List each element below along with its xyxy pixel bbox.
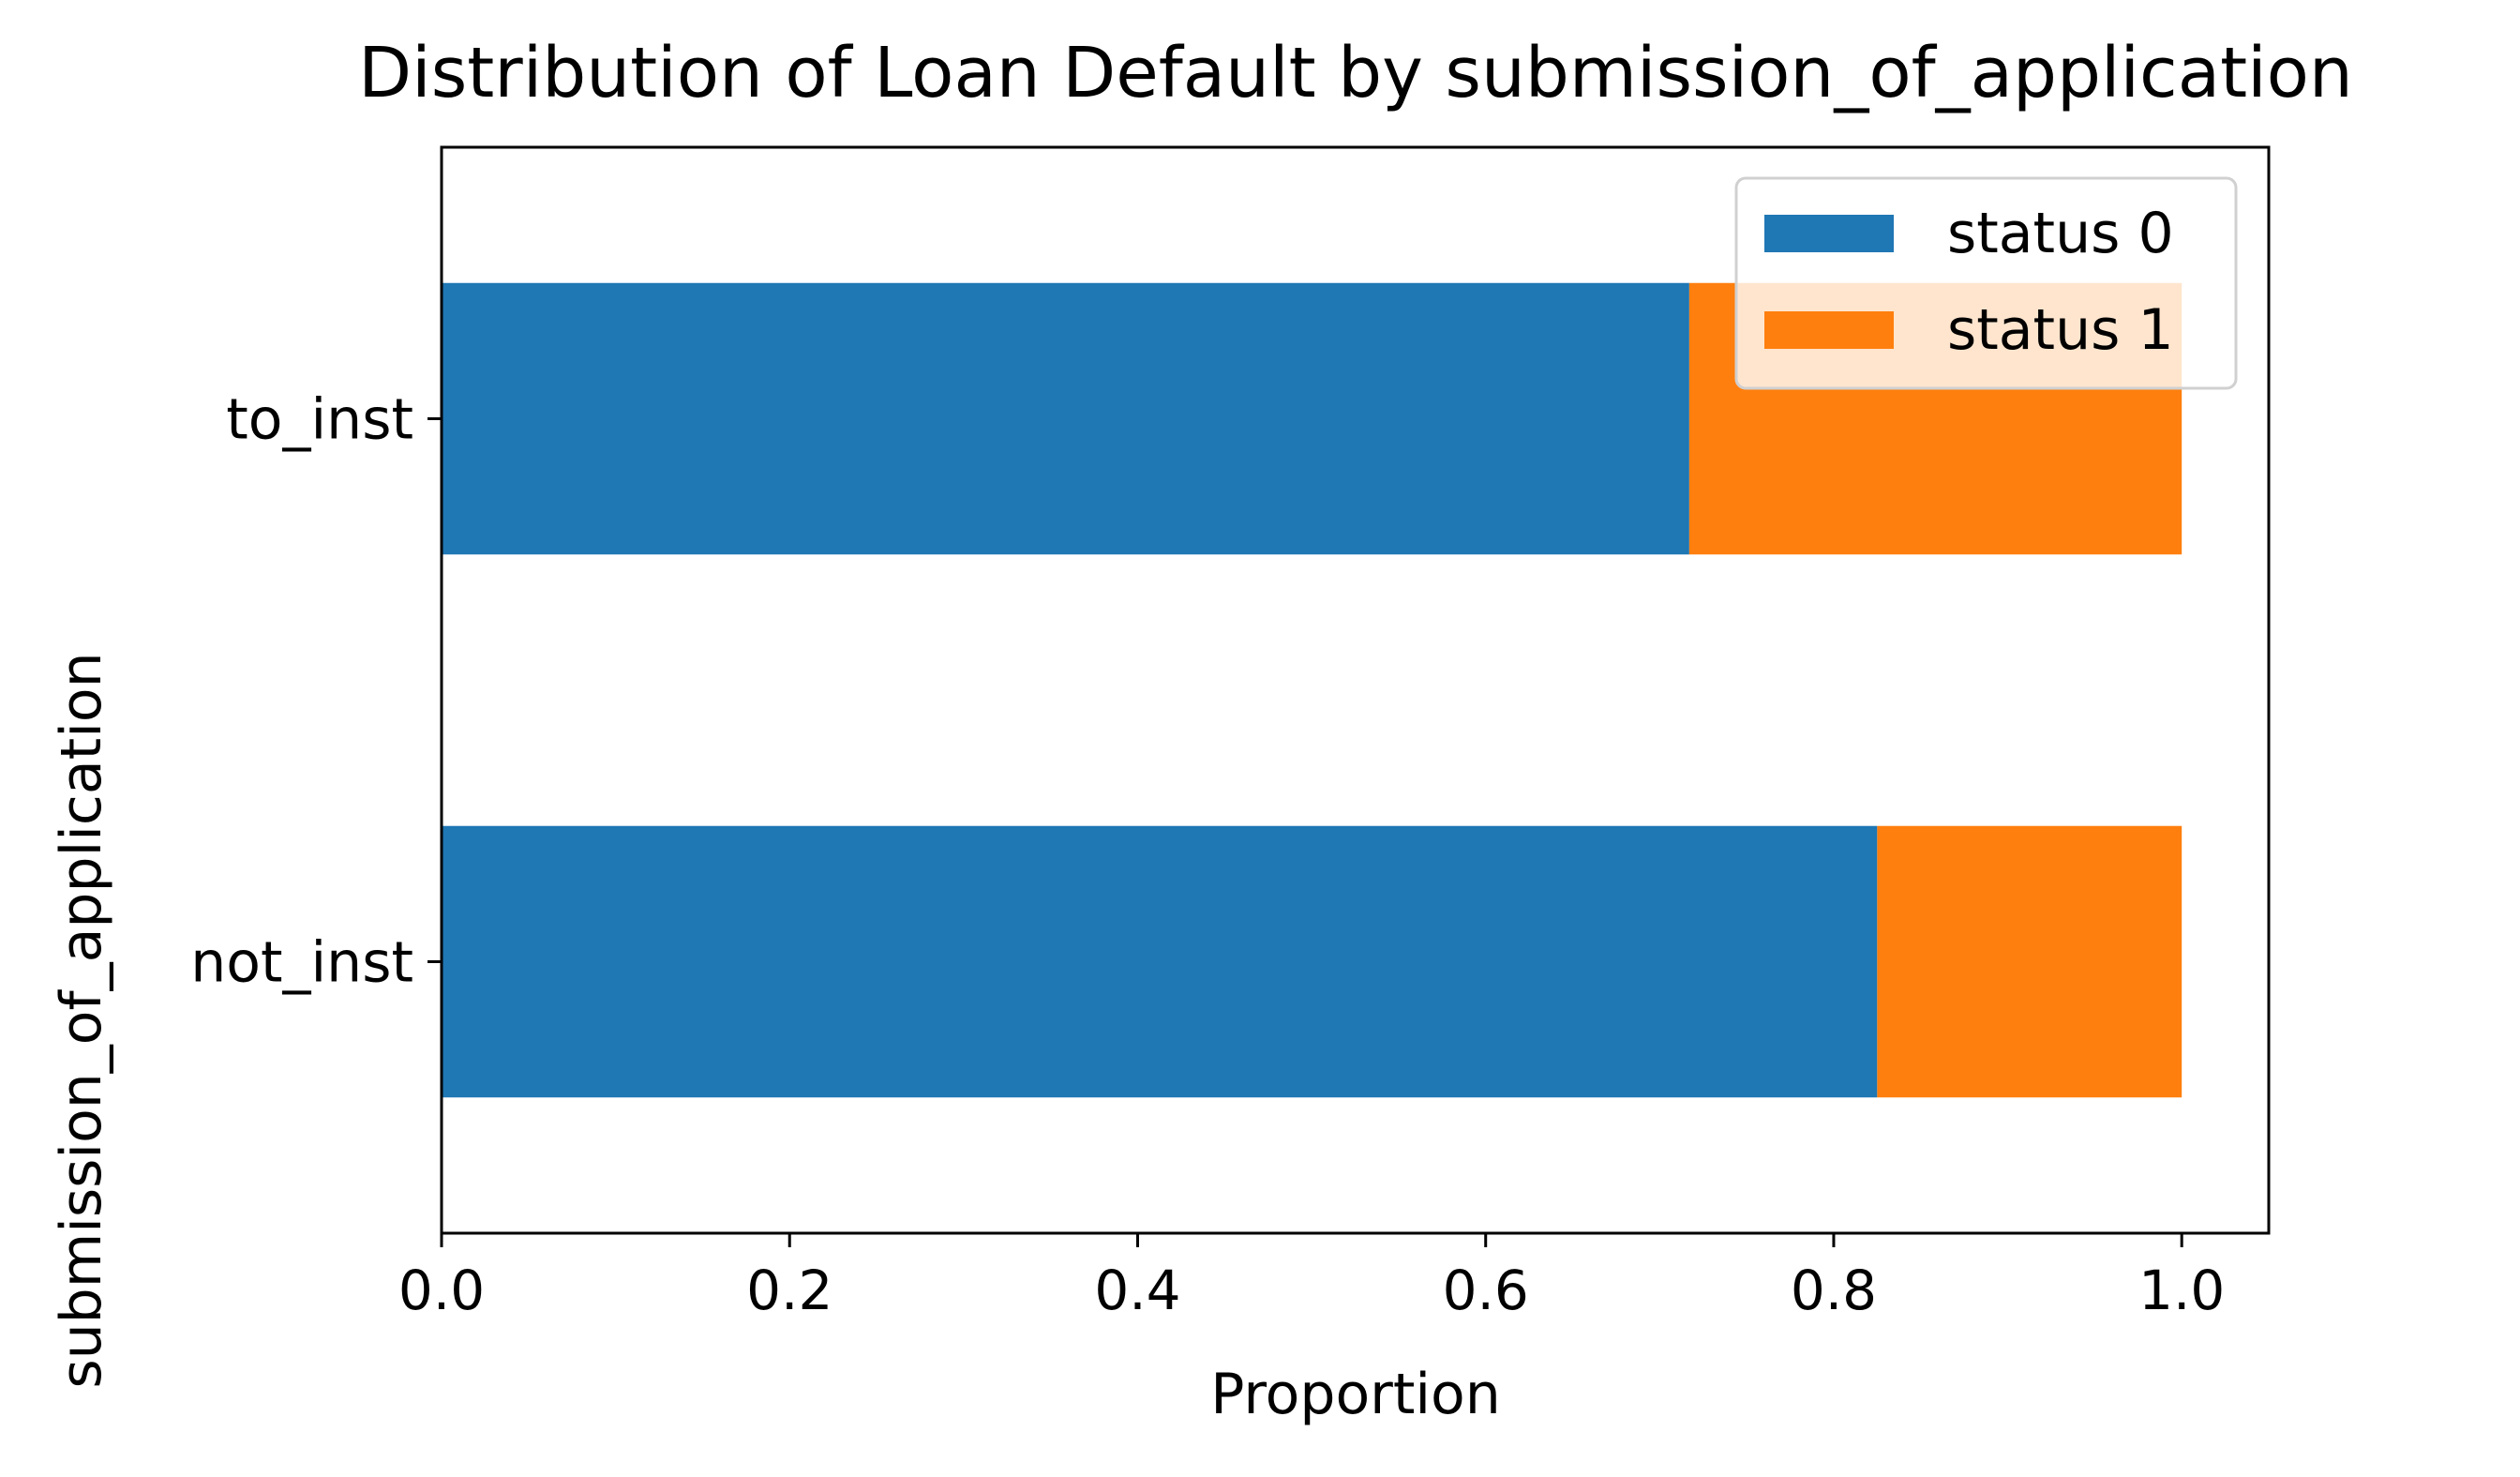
legend-label-1: status 1 (1947, 297, 2174, 363)
bars-layer (442, 282, 2182, 1098)
legend-label-0: status 0 (1947, 201, 2174, 266)
x-tick-label-2: 0.4 (1094, 1258, 1180, 1322)
x-tick-label-4: 0.8 (1791, 1258, 1877, 1322)
y-tick-label-to_inst: to_inst (226, 387, 413, 453)
x-axis-label: Proportion (1210, 1362, 1501, 1427)
legend: status 0 status 1 (1734, 176, 2238, 390)
chart-title: Distribution of Loan Default by submissi… (358, 33, 2353, 113)
legend-swatch-1 (1764, 311, 1894, 349)
x-tick-label-3: 0.6 (1443, 1258, 1529, 1322)
bar-not_inst-series-0 (442, 825, 1878, 1098)
x-tick-label-5: 1.0 (2138, 1258, 2225, 1322)
bar-to_inst-series-0 (442, 282, 1689, 555)
legend-swatch-0 (1764, 215, 1894, 252)
axes-layer: 0.0 0.2 0.4 0.6 0.8 1.0 not_inst to_inst (190, 145, 2271, 1322)
x-tick-label-1: 0.2 (746, 1258, 832, 1322)
x-tick-label-0: 0.0 (398, 1258, 485, 1322)
plot-frame (440, 145, 2271, 1235)
y-axis-label: submission_of_application (49, 652, 114, 1388)
bar-not_inst-series-1 (1877, 825, 2182, 1098)
y-tick-label-not_inst: not_inst (190, 930, 413, 996)
